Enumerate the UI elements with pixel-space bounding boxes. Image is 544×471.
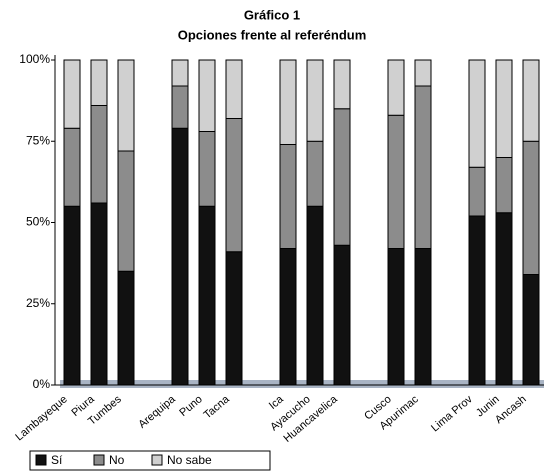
legend-swatch	[151, 454, 163, 466]
bar-segment	[414, 85, 432, 249]
y-tick-label: 75%	[26, 133, 50, 147]
y-tick-label: 0%	[33, 377, 51, 391]
bar-segment	[63, 127, 81, 207]
bar-segment	[306, 205, 324, 386]
x-tick-label: Ancash	[493, 393, 529, 426]
x-tick-label: Ica	[267, 393, 287, 412]
bar-segment	[171, 59, 189, 87]
bar-segment	[117, 270, 135, 386]
bar-segment	[333, 244, 351, 386]
y-tick-label: 100%	[19, 52, 50, 66]
legend-label: Sí	[51, 453, 63, 467]
bar-segment	[63, 205, 81, 386]
floor	[60, 380, 544, 388]
bar-segment	[90, 59, 108, 106]
bar-segment	[225, 118, 243, 253]
bar-segment	[387, 248, 405, 386]
bar-segment	[306, 140, 324, 207]
chart-title: Gráfico 1	[244, 7, 300, 22]
x-tick-label: Puno	[177, 393, 204, 419]
bar-segment	[333, 59, 351, 110]
bar-segment	[225, 59, 243, 119]
bar-segment	[522, 59, 540, 142]
legend-swatch	[35, 454, 47, 466]
bar-segment	[333, 108, 351, 246]
bar-segment	[198, 131, 216, 207]
bar-segment	[117, 150, 135, 272]
bar-segment	[522, 140, 540, 275]
bar-segment	[198, 59, 216, 132]
bar-segment	[171, 85, 189, 129]
bar-segment	[171, 127, 189, 386]
bar-segment	[468, 215, 486, 386]
bar-segment	[198, 205, 216, 386]
legend-swatch	[93, 454, 105, 466]
bar-segment	[63, 59, 81, 129]
bar-segment	[279, 59, 297, 145]
bar-segment	[90, 202, 108, 386]
legend-label: No	[109, 453, 125, 467]
bar-segment	[522, 274, 540, 386]
bar-segment	[225, 251, 243, 386]
bar-segment	[306, 59, 324, 142]
legend-box	[29, 450, 271, 471]
bar-segment	[495, 59, 513, 158]
bar-segment	[279, 144, 297, 249]
bar-segment	[495, 212, 513, 386]
bar-segment	[468, 166, 486, 217]
bar-segment	[117, 59, 135, 152]
x-tick-label: Arequipa	[136, 393, 178, 431]
x-tick-label: Lambayeque	[13, 393, 69, 443]
bar-segment	[414, 59, 432, 87]
legend-label: No sabe	[167, 453, 212, 467]
y-tick-label: 25%	[26, 296, 50, 310]
bar-segment	[90, 105, 108, 204]
x-tick-label: Tacna	[202, 393, 233, 422]
bar-segment	[468, 59, 486, 168]
bar-segment	[495, 157, 513, 214]
bar-segment	[279, 248, 297, 386]
bar-segment	[387, 114, 405, 249]
bar-segment	[387, 59, 405, 116]
x-tick-label: Lima Prov	[429, 393, 475, 434]
chart-subtitle: Opciones frente al referéndum	[178, 27, 367, 42]
bar-segment	[414, 248, 432, 386]
y-tick-label: 50%	[26, 215, 50, 229]
